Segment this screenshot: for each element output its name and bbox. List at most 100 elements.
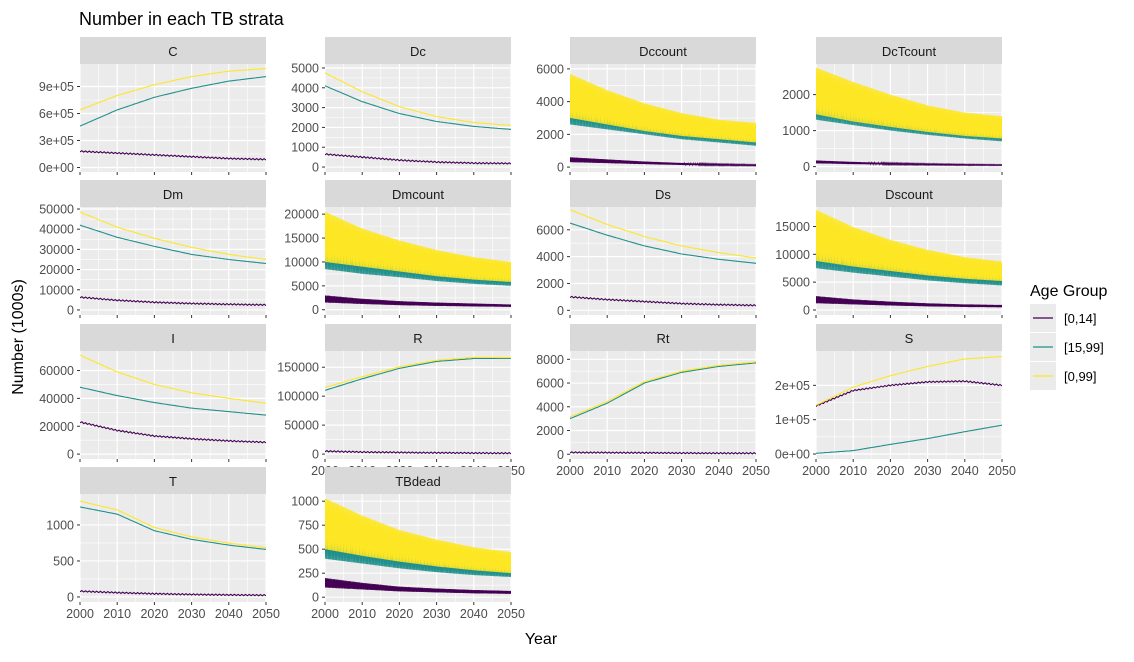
y-tick-label: 5000 [291, 61, 319, 75]
y-tick-label: 0 [67, 448, 74, 462]
x-tick-label: 2050 [988, 464, 1016, 478]
y-tick-label: 6000 [536, 377, 564, 391]
y-tick-label: 60000 [39, 364, 74, 378]
legend-label-3: [0,99] [1064, 369, 1097, 384]
x-tick-label: 2050 [252, 607, 280, 621]
series-line-ds-0-99 [570, 209, 756, 259]
strip-label-dc: Dc [410, 44, 426, 59]
series-line-c-15-99 [80, 76, 266, 127]
facet-panel-r: R050000100000150000200020102020203020402… [277, 324, 525, 478]
y-tick-label: 0 [557, 304, 564, 318]
series-line-dmcount-0-99 [325, 211, 511, 283]
strip-dscount [816, 180, 1002, 207]
strip-label-t: T [169, 474, 177, 489]
strip-label-c: C [168, 44, 177, 59]
x-tick-label: 2020 [630, 464, 658, 478]
facet-panel-dctcount: DcTcount 0 1000 2000 [782, 37, 1003, 175]
y-tick-label: 0 [803, 160, 810, 174]
strip-label-tbdead: TBdead [395, 474, 441, 489]
x-tick-label: 2030 [914, 464, 942, 478]
y-tick-label: 0 [67, 303, 74, 317]
y-tick-label: 0 [67, 590, 74, 604]
y-tick-label: 500 [298, 543, 319, 557]
series-line-i-0-99 [80, 354, 266, 404]
y-tick-label: 0 [312, 161, 319, 175]
y-tick-label: 2e+05 [775, 379, 810, 393]
y-tick-label: 0 [557, 448, 564, 462]
legend-label-2: [15,99] [1064, 340, 1104, 355]
y-tick-label: 1000 [46, 518, 74, 532]
x-axis-title: Year [525, 631, 558, 648]
x-tick-label: 2000 [802, 464, 830, 478]
series-line-t-0-14 [80, 589, 266, 597]
series-line-dm-0-14 [80, 296, 266, 307]
x-tick-label: 2040 [951, 464, 979, 478]
y-tick-label: 1e+05 [775, 413, 810, 427]
strip-label-i: I [171, 331, 175, 346]
strip-dctcount [816, 37, 1002, 64]
series-group-dm [80, 211, 266, 307]
y-tick-label: 0 [557, 161, 564, 175]
y-tick-label: 0 [312, 303, 319, 317]
y-tick-label: 6000 [536, 62, 564, 76]
y-tick-label: 4000 [536, 95, 564, 109]
legend: Age Group [0,14] [15,99] [0,99] [1030, 283, 1107, 390]
y-tick-label: 20000 [284, 208, 319, 222]
series-group-s [816, 355, 1002, 454]
y-tick-label: 50000 [39, 203, 74, 217]
series-line-dc-0-14 [325, 153, 511, 165]
y-tick-label: 3e+05 [39, 134, 74, 148]
legend-label-1: [0,14] [1064, 311, 1097, 326]
y-axis-title: Number (1000s) [10, 279, 27, 395]
x-tick-label: 2010 [348, 607, 376, 621]
legend-title: Age Group [1030, 283, 1107, 300]
y-tick-label: 0e+00 [39, 161, 74, 175]
strip-dmcount [325, 180, 511, 207]
strip-tbdead [325, 467, 511, 494]
series-group-dc [325, 72, 511, 165]
facet-panels: C 0e+00 3e+05 6e+05 9e+05 Dc 0 1000 2000 3000 4000… [39, 37, 1016, 621]
series-group-t [80, 500, 266, 597]
facet-panel-rt: Rt 0 2000 4000 6000 8000 2000 2010 2020 2030 2040 2… [536, 324, 770, 478]
x-tick-label: 2000 [66, 607, 94, 621]
series-line-tbdead-0-99 [325, 498, 511, 574]
x-tick-label: 2040 [705, 464, 733, 478]
strip-label-dm: Dm [163, 187, 183, 202]
series-line-r-0-14 [325, 449, 511, 455]
y-tick-label: 20000 [39, 263, 74, 277]
x-tick-label: 2030 [668, 464, 696, 478]
facet-panel-dm: Dm 0 10000 20000 30000 40000 50000 [39, 180, 267, 318]
x-tick-label: 2040 [460, 607, 488, 621]
series-line-t-0-99 [80, 500, 266, 549]
facet-panel-ds: Ds 0 2000 4000 6000 [536, 180, 757, 318]
x-tick-label: 2010 [839, 464, 867, 478]
strip-label-rt: Rt [657, 331, 670, 346]
y-tick-label: 0e+00 [775, 448, 810, 462]
x-tick-label: 2000 [556, 464, 584, 478]
x-tick-label: 2000 [311, 607, 339, 621]
strip-dc [325, 37, 511, 64]
x-tick-label: 2010 [593, 464, 621, 478]
series-group-rt [570, 361, 756, 455]
y-tick-label: 30000 [39, 243, 74, 257]
facet-panel-dscount: Dscount 0 5000 10000 15000 [775, 180, 1003, 318]
strip-i [80, 324, 266, 351]
x-tick-label: 2030 [178, 607, 206, 621]
series-line-dctcount-0-14 [816, 160, 1002, 167]
y-tick-label: 4000 [291, 81, 319, 95]
series-line-s-15-99 [816, 424, 1002, 454]
y-tick-label: 0 [803, 303, 810, 317]
y-tick-label: 20000 [39, 420, 74, 434]
x-tick-label: 2050 [742, 464, 770, 478]
y-tick-label: 5000 [291, 279, 319, 293]
y-tick-label: 6e+05 [39, 107, 74, 121]
x-tick-label: 2020 [385, 607, 413, 621]
series-group-i [80, 354, 266, 444]
y-tick-label: 15000 [284, 232, 319, 246]
y-tick-label: 6000 [536, 223, 564, 237]
series-line-dccount-0-14 [570, 157, 756, 167]
strip-dccount [570, 37, 756, 64]
series-line-dscount-0-14 [816, 296, 1002, 308]
series-line-tbdead-0-14 [325, 577, 511, 594]
series-group-ds [570, 209, 756, 307]
